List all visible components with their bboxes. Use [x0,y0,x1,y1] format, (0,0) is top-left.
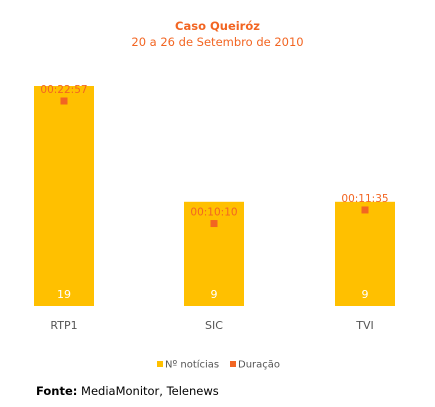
bars-layer: 00:22:57 19 RTP1 00:10:10 9 SIC 00:11:35 9 TVI [34,84,395,332]
bar-rtp1 [34,86,94,306]
source-note: Fonte: MediaMonitor, Telenews [36,384,219,398]
source-label: Fonte: [36,384,78,398]
legend-swatch-duracao [230,361,236,367]
count-label-rtp1: 19 [57,288,71,301]
legend: Nº notícias Duração [157,359,280,371]
duration-marker-tvi [361,206,369,214]
bar-sic [184,201,244,306]
legend-swatch-noticias [157,361,163,367]
chart-subtitle: 20 a 26 de Setembro de 2010 [131,35,303,49]
duration-label-tvi: 00:11:35 [341,193,388,205]
duration-marker-sic [210,220,218,228]
category-label-tvi: TVI [355,319,374,332]
count-label-tvi: 9 [362,288,369,301]
category-label-rtp1: RTP1 [50,319,77,332]
duration-marker-rtp1 [60,97,68,105]
count-label-sic: 9 [211,288,218,301]
chart-title: Caso Queiróz [175,19,260,33]
category-label-sic: SIC [205,319,223,332]
legend-label-noticias: Nº notícias [165,359,219,371]
bar-tvi [335,201,395,306]
duration-label-rtp1: 00:22:57 [40,84,87,96]
duration-label-sic: 00:10:10 [190,207,237,219]
source-text: MediaMonitor, Telenews [77,384,219,398]
legend-label-duracao: Duração [238,360,280,371]
